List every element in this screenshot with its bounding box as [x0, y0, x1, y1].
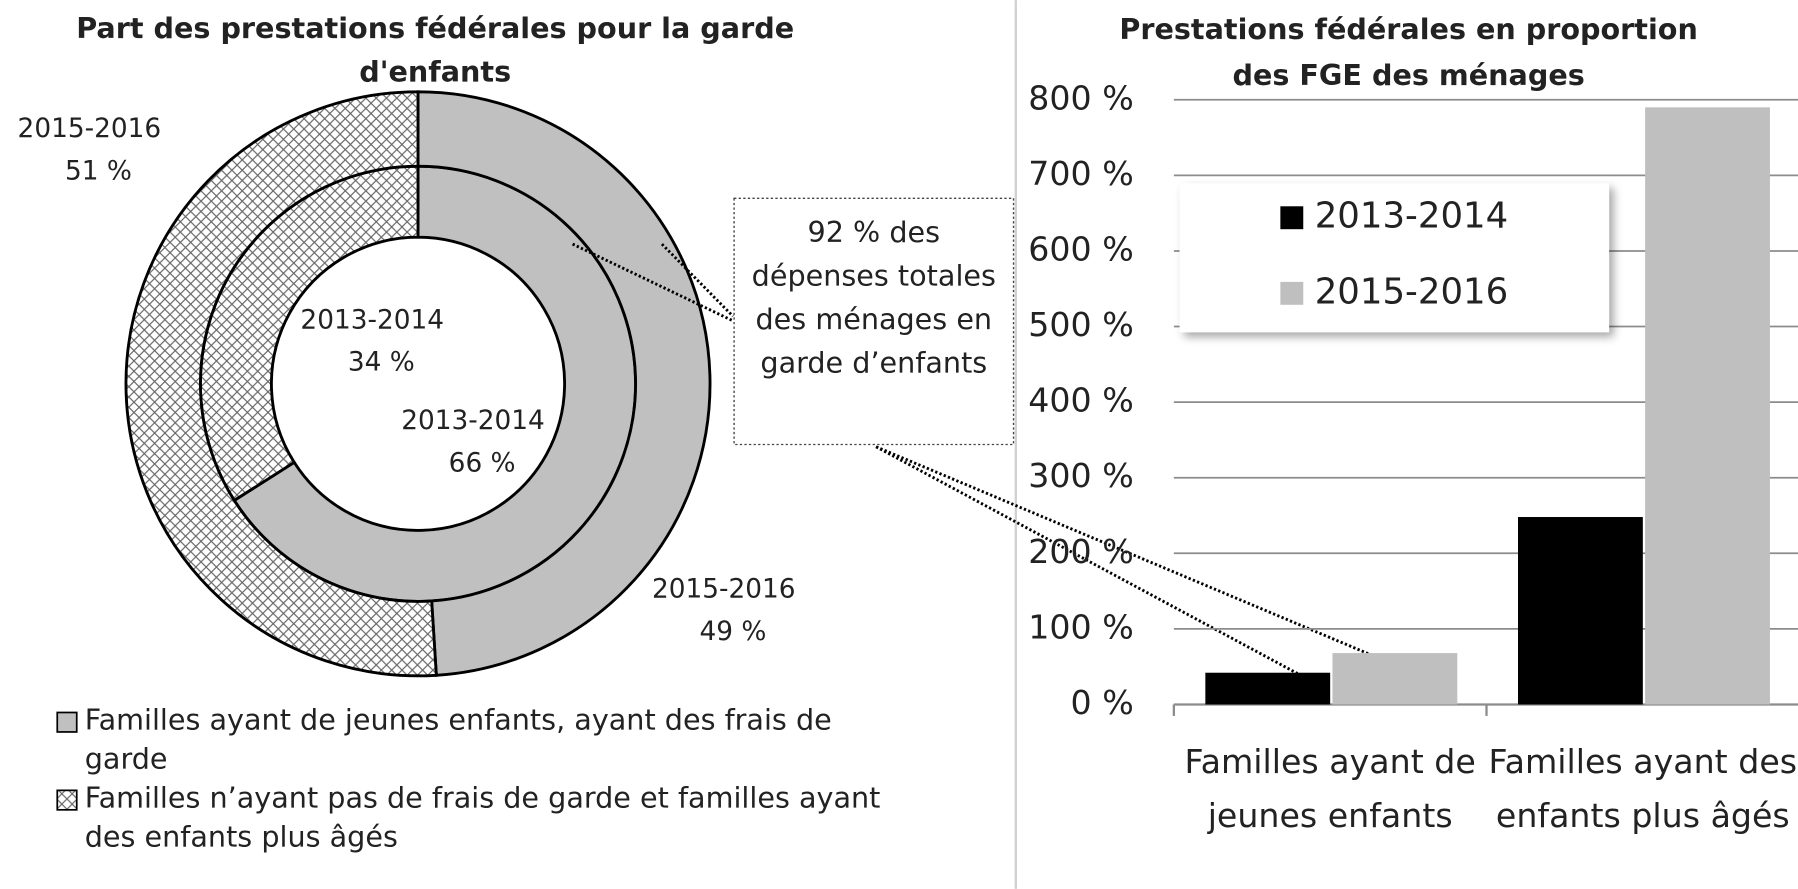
chart-title-box: Prestations fédérales en proportion des …: [1119, 12, 1698, 92]
data-label-value: 66 %: [449, 448, 516, 478]
legend-swatch: [56, 711, 78, 733]
y-tick-label: 700 %: [1028, 154, 1133, 193]
bar: [1332, 653, 1458, 705]
y-tick-label: 0 %: [1071, 683, 1134, 722]
callout-text-box: 92 % des dépenses totales des ménages en…: [751, 215, 996, 380]
legend-label: 2013-2014: [1315, 196, 1509, 237]
chart-title-box: Part des prestations fédérales pour la g…: [76, 11, 795, 89]
chart-title: Prestations fédérales en proportion des …: [1119, 12, 1698, 92]
callout-leader: [875, 445, 1299, 675]
legend-label: Familles ayant de jeunes enfants, ayant …: [84, 703, 832, 776]
bar: [1517, 517, 1643, 705]
callout-leader: [571, 242, 734, 323]
callout-frame: [733, 197, 1015, 446]
x-tick-label-box: Familles ayant des enfants plus âgés: [1488, 742, 1798, 836]
callout-leader: [660, 243, 734, 318]
chart-title: Part des prestations fédérales pour la g…: [76, 11, 795, 89]
data-label-series: 2013-2014: [401, 406, 545, 436]
legend-swatch: [1280, 281, 1304, 305]
data-label-value: 34 %: [348, 348, 415, 378]
y-tick-label: 600 %: [1028, 229, 1133, 268]
y-tick-label: 200 %: [1028, 532, 1133, 571]
data-label-value: 49 %: [699, 617, 766, 647]
donut-segment: [124, 90, 438, 678]
callout-text: 92 % des dépenses totales des ménages en…: [751, 215, 996, 380]
legend-label: Familles n’ayant pas de frais de garde e…: [84, 781, 881, 854]
y-tick-label: 300 %: [1028, 456, 1133, 495]
legend-label-box: Familles n’ayant pas de frais de garde e…: [84, 781, 881, 854]
y-tick-label: 100 %: [1028, 607, 1133, 646]
y-tick-label: 400 %: [1028, 381, 1133, 420]
legend-swatch: [1280, 206, 1304, 230]
data-label-series: 2015-2016: [652, 574, 796, 604]
bar: [1205, 672, 1331, 705]
x-tick-label: Familles ayant de jeunes enfants: [1184, 742, 1476, 836]
data-label-series: 2013-2014: [300, 305, 444, 335]
legend-frame: [1179, 183, 1610, 333]
y-tick-label: 500 %: [1028, 305, 1133, 344]
data-label-value: 51 %: [65, 156, 132, 186]
legend-swatch: [56, 789, 78, 811]
bar: [1645, 107, 1770, 705]
x-tick-label-box: Familles ayant de jeunes enfants: [1184, 742, 1476, 836]
legend-label: 2015-2016: [1315, 271, 1509, 312]
legend-label-box: Familles ayant de jeunes enfants, ayant …: [84, 703, 832, 776]
data-label-series: 2015-2016: [18, 114, 162, 144]
callout-leader: [875, 445, 1395, 666]
y-tick-label: 800 %: [1028, 78, 1133, 117]
donut-segment: [416, 90, 712, 677]
x-tick-label: Familles ayant des enfants plus âgés: [1488, 742, 1798, 836]
